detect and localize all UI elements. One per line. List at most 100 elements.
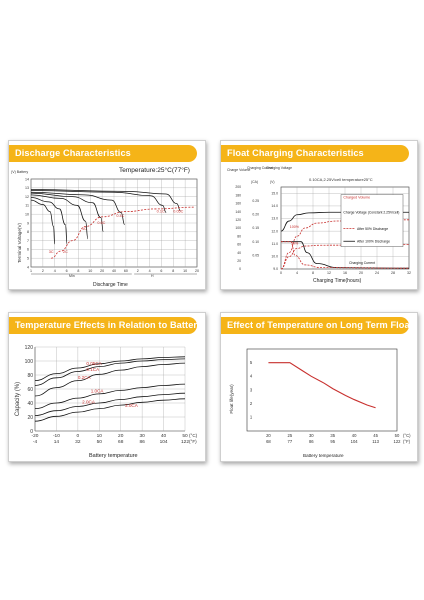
float-charging-panel: Float Charging Characteristics Charge Vo…	[220, 140, 418, 290]
discharge-series: 3C 2C 1C 0.6C 0.4C 0.1C 0.05C	[30, 189, 195, 259]
tc-series-line	[34, 356, 186, 381]
tc-series-label: 2.0CA	[82, 400, 96, 405]
discharge-xtick-label: 20	[195, 269, 199, 273]
fc-col2-label: Charging Current	[247, 166, 273, 170]
fl-plot-frame	[246, 348, 398, 432]
fl-xtick-c: 20	[266, 433, 271, 438]
fc-col1-tick: 120	[235, 218, 241, 222]
fc-col3-tick: 9.0	[273, 267, 278, 271]
fl-ytick-label: 3	[250, 387, 253, 392]
fl-xtick-f: 113	[372, 439, 379, 444]
discharge-xtick-label: 8	[77, 269, 79, 273]
discharge-ytick-label: 4	[27, 265, 29, 269]
tc-series-label: 0.1CA	[86, 367, 100, 372]
tc-xtick-f: 68	[118, 439, 124, 445]
fc-col3-tick: 10.0	[271, 255, 278, 259]
tc-xtick-c: 30	[139, 433, 145, 439]
fc-xtick-label: 24	[375, 271, 379, 275]
tc-xtick-c: 0	[77, 433, 80, 439]
discharge-xtick-label: 2	[137, 269, 139, 273]
tc-series-label: 3.0CA	[125, 403, 139, 408]
fc-col3-label: Charging Voltage	[266, 166, 292, 170]
discharge-series-label: 1C	[82, 227, 87, 231]
fc-xtick-label: 28	[391, 271, 395, 275]
tc-xtick-c: 20	[118, 433, 124, 439]
discharge-series-label: 0.6C	[97, 221, 105, 225]
discharge-ytick-label: 6	[27, 248, 29, 252]
fl-xtick-c: 25	[288, 433, 293, 438]
discharge-ytick-label: 11	[25, 204, 29, 208]
fc-series: 100% 50% Charged Volume Charge Voltage (Con…	[280, 194, 410, 270]
discharge-ytick-label: 12	[25, 195, 29, 199]
tc-xtick-f: -4	[33, 439, 38, 445]
fl-ytick-label: 5	[250, 360, 253, 365]
fc-col2-unit: (CA)	[251, 180, 258, 184]
tc-series-label: 1.0CA	[91, 389, 105, 394]
fc-legend-charged-volume: Charged Volume	[343, 195, 370, 199]
discharge-ytick-label: 9	[27, 221, 29, 225]
tc-xtick-c: 50	[182, 433, 188, 439]
tc-ylabel: Capacity (%)	[15, 382, 21, 416]
discharge-xtick-label: 6	[160, 269, 162, 273]
tc-series-line	[34, 398, 186, 422]
fc-label-100: 100%	[290, 225, 300, 229]
discharge-curve	[30, 191, 126, 226]
temp-capacity-chart: Capacity (%) 020406080100120-20-4-101403…	[15, 345, 198, 459]
fl-xtick-f: 122	[394, 439, 402, 444]
discharge-curve	[30, 194, 89, 240]
discharge-ytick-label: 13	[25, 186, 29, 190]
discharge-chart-title: Temperature:25°C(77°F)	[119, 166, 190, 174]
fc-col1-tick: 140	[235, 210, 241, 214]
fc-col1-tick: 40	[237, 251, 241, 255]
discharge-series-label: 0.1C	[157, 209, 165, 213]
discharge-ylabel-top: (V) Battery	[11, 170, 28, 174]
fc-col3-tick: 12.0	[271, 229, 278, 233]
fl-series-line	[268, 362, 376, 409]
fc-col2-tick: 0.15	[252, 226, 259, 230]
fc-xtick-label: 20	[359, 271, 363, 275]
fc-legend-charging-current: Charging Current	[349, 261, 375, 265]
fl-xtick-c: 50	[395, 433, 400, 438]
discharge-xtick-label: 40	[112, 269, 116, 273]
tc-ytick-label: 0	[30, 429, 33, 435]
fc-xtick-label: 32	[407, 271, 411, 275]
discharge-xtick-label: 8	[172, 269, 174, 273]
fl-unit-f: (°F)	[403, 439, 411, 444]
tc-ytick-label: 40	[27, 401, 33, 407]
tc-ytick-label: 80	[27, 373, 33, 379]
fl-xlabel: Battery temperature	[303, 453, 344, 458]
float-charging-chart: Charge Volume Charging Current Charging …	[227, 166, 411, 284]
fl-xtick-c: 35	[330, 433, 335, 438]
fc-col3-unit: (V)	[270, 180, 275, 184]
discharge-ylabel: Terminal Voltage(V)	[17, 222, 22, 263]
discharge-curve	[30, 190, 167, 213]
tc-series-label: 0.2CA	[78, 375, 92, 380]
float-charging-title: Float Charging Characteristics	[221, 145, 409, 162]
tc-ytick-label: 120	[25, 345, 34, 351]
discharge-xtick-label: 20	[100, 269, 104, 273]
discharge-xtick-label: 10	[88, 269, 92, 273]
discharge-cutoff-curve	[51, 206, 195, 259]
discharge-x-unit-h: H	[151, 274, 154, 278]
float-life-chart: Float life(year) 12345206825773086359540…	[229, 348, 411, 458]
tc-series-line	[34, 362, 186, 397]
float-life-panel: Effect of Temperature on Long Term Float…	[220, 312, 418, 462]
fl-ytick-label: 4	[250, 374, 253, 379]
discharge-xtick-label: 60	[124, 269, 128, 273]
fl-series	[268, 362, 376, 409]
discharge-chart: Temperature:25°C(77°F) (V) Battery Termi…	[11, 166, 199, 288]
discharge-curve	[30, 189, 181, 212]
fc-xtick-label: 4	[296, 271, 298, 275]
fl-xtick-f: 77	[288, 439, 293, 444]
tc-xtick-c: 10	[97, 433, 103, 439]
fc-col3-tick: 14.0	[271, 204, 278, 208]
discharge-ytick-label: 14	[25, 177, 29, 181]
discharge-ytick-label: 10	[25, 213, 29, 217]
fc-legend-after50: After 50% Discharge	[357, 227, 388, 231]
fc-xtick-label: 0	[280, 271, 282, 275]
fl-xtick-f: 86	[309, 439, 314, 444]
tc-ytick-label: 100	[25, 359, 34, 365]
fl-xtick-f: 95	[330, 439, 335, 444]
